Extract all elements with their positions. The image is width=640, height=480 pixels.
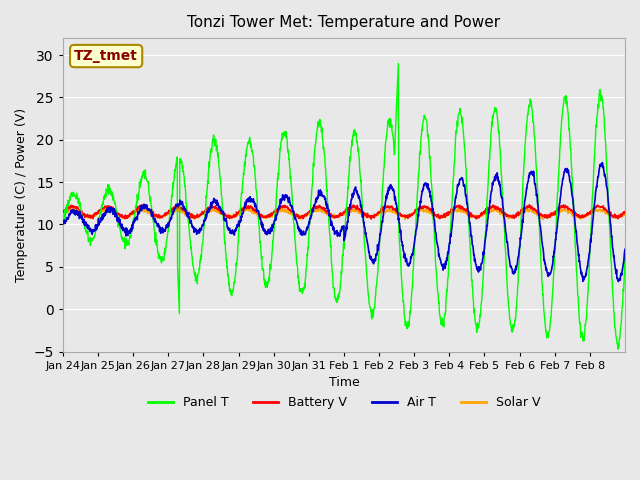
- Title: Tonzi Tower Met: Temperature and Power: Tonzi Tower Met: Temperature and Power: [188, 15, 500, 30]
- X-axis label: Time: Time: [328, 376, 359, 389]
- Text: TZ_tmet: TZ_tmet: [74, 49, 138, 63]
- Legend: Panel T, Battery V, Air T, Solar V: Panel T, Battery V, Air T, Solar V: [143, 391, 545, 414]
- Y-axis label: Temperature (C) / Power (V): Temperature (C) / Power (V): [15, 108, 28, 282]
